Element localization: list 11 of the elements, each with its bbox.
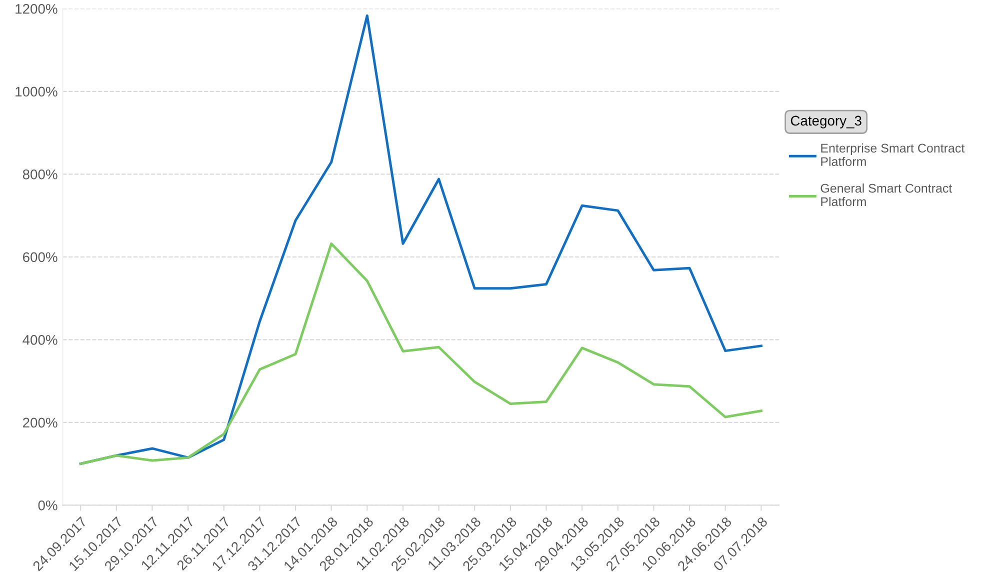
- y-tick-label: 200%: [23, 418, 58, 428]
- legend-label: Enterprise Smart Contract Platform: [821, 143, 965, 166]
- y-tick-label: 600%: [23, 252, 58, 262]
- y-tick-label: 1200%: [16, 4, 58, 14]
- legend-label: General Smart Contract Platform: [820, 184, 952, 206]
- y-tick-label: 800%: [22, 169, 58, 180]
- y-tick-label: 0%: [38, 500, 58, 510]
- y-tick-label: 1000%: [16, 86, 58, 97]
- line-series: [79, 242, 762, 466]
- y-tick-label: 400%: [22, 334, 58, 345]
- legend-title: Category_3: [790, 116, 862, 128]
